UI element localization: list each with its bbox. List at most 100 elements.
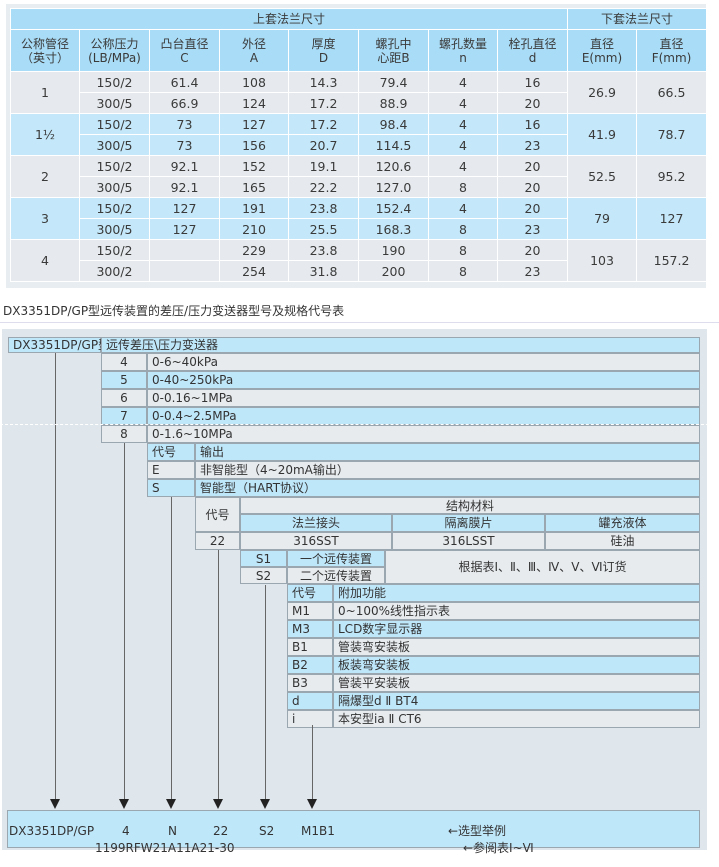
value-cell: 20: [496, 155, 569, 177]
group-header-lower: 下套法兰尺寸: [567, 8, 708, 30]
value-cell: 4: [428, 134, 498, 156]
model-name-cell: 远传差压\压力变送器: [101, 337, 700, 353]
example-code-part: N: [168, 824, 177, 838]
options-code-header: 代号: [287, 584, 333, 602]
value-cell: 152: [219, 155, 289, 177]
value-cell: 98.4: [358, 113, 429, 135]
arrow-down-icon: [119, 799, 129, 809]
diameter-f-cell: 127: [636, 197, 708, 240]
example-code-part: 22: [213, 824, 229, 838]
value-cell: 300/5: [79, 134, 150, 156]
diameter-f-cell: 95.2: [636, 155, 708, 198]
material-value-cell: 硅油: [545, 532, 700, 550]
value-cell: 17.2: [288, 113, 359, 135]
value-cell: 200: [358, 260, 429, 282]
table-row: 4 150/2 229 23.8 190 8 20 103 157.2: [10, 239, 708, 282]
value-cell: 88.9: [358, 92, 429, 114]
option-code-cell: B1: [287, 638, 333, 656]
example-label: ←选型举例: [448, 824, 507, 838]
column-header: 公称压力 (LB/MPa): [79, 29, 150, 72]
value-cell: 20: [496, 197, 569, 219]
options-header: 附加功能: [333, 584, 700, 602]
range-code-cell: 6: [101, 389, 147, 407]
diameter-e-cell: 79: [567, 197, 638, 240]
material-header: 结构材料: [240, 497, 700, 514]
output-code-cell: E: [147, 461, 195, 479]
nominal-size-cell: 3: [10, 197, 80, 240]
option-code-cell: d: [287, 692, 333, 710]
spec-table-title: DX3351DP/GP型远传装置的差压/压力变送器型号及规格代号表: [3, 304, 345, 318]
value-cell: [149, 239, 220, 261]
output-value-cell: 非智能型（4~20mA输出）: [195, 461, 700, 479]
value-cell: 73: [149, 134, 220, 156]
value-cell: 17.2: [288, 92, 359, 114]
option-code-cell: M1: [287, 602, 333, 620]
value-cell: 300/5: [79, 218, 150, 240]
diameter-f-cell: 66.5: [636, 71, 708, 114]
range-value-cell: 0-1.6~10MPa: [147, 425, 700, 443]
option-value-cell: 板装弯安装板: [333, 656, 700, 674]
range-code-cell: 7: [101, 407, 147, 425]
column-header: 厚度 D: [288, 29, 359, 72]
option-code-cell: i: [287, 710, 333, 728]
flange-dimension-table: 上套法兰尺寸 下套法兰尺寸 公称管径 （英寸） 公称压力 (LB/MPa) 凸台直径 C…: [9, 8, 708, 282]
value-cell: 124: [219, 92, 289, 114]
diameter-e-cell: 41.9: [567, 113, 638, 156]
nominal-size-cell: 2: [10, 155, 80, 198]
option-value-cell: LCD数字显示器: [333, 620, 700, 638]
value-cell: 127.0: [358, 176, 429, 198]
output-code-header: 代号: [147, 443, 195, 461]
column-header: 直径 E(mm): [567, 29, 638, 72]
option-value-cell: 本安型ia Ⅱ CT6: [333, 710, 700, 728]
value-cell: 190: [358, 239, 429, 261]
table-row: 2 150/2 92.1 152 19.1 120.6 4 20 52.5 95.2: [10, 155, 708, 198]
column-header: 直径 F(mm): [636, 29, 708, 72]
material-column-header: 法兰接头: [240, 514, 392, 532]
value-cell: 300/5: [79, 92, 150, 114]
leader-line: [312, 725, 313, 800]
column-header: 螺孔中 心距B: [358, 29, 429, 72]
range-value-cell: 0-0.16~1MPa: [147, 389, 700, 407]
arrow-down-icon: [50, 799, 60, 809]
table-row: 1½ 150/2 73 127 17.2 98.4 4 16 41.9 78.7: [10, 113, 708, 156]
value-cell: 20: [496, 239, 569, 261]
table-row: 3 150/2 127 191 23.8 152.4 4 20 79 127: [10, 197, 708, 240]
value-cell: 108: [219, 71, 289, 93]
material-value-cell: 316SST: [240, 532, 392, 550]
column-header: 外径 A: [219, 29, 289, 72]
value-cell: 127: [149, 218, 220, 240]
material-code-header: 代号: [195, 497, 240, 532]
output-value-cell: 智能型（HART协议）: [195, 479, 700, 497]
column-header: 螺孔数量 n: [428, 29, 498, 72]
value-cell: 300/5: [79, 176, 150, 198]
remote-code-cell: S1: [240, 550, 287, 567]
output-header: 输出: [195, 443, 700, 461]
nominal-size-cell: 4: [10, 239, 80, 282]
option-code-cell: B3: [287, 674, 333, 692]
value-cell: 23: [496, 134, 569, 156]
material-column-header: 隔离膜片: [392, 514, 545, 532]
table-row: 1 150/2 61.4 108 14.3 79.4 4 16 26.9 66.5: [10, 71, 708, 114]
diameter-e-cell: 52.5: [567, 155, 638, 198]
value-cell: 20: [496, 92, 569, 114]
value-cell: 8: [428, 176, 498, 198]
table-row: 300/5 66.9 124 17.2 88.9 4 20: [11, 92, 707, 114]
option-value-cell: 管装弯安装板: [333, 638, 700, 656]
arrow-down-icon: [213, 799, 223, 809]
value-cell: 165: [219, 176, 289, 198]
value-cell: 120.6: [358, 155, 429, 177]
value-cell: 168.3: [358, 218, 429, 240]
leader-line: [171, 497, 172, 800]
remote-note-cell: 根据表Ⅰ、Ⅱ、Ⅲ、Ⅳ、Ⅴ、Ⅵ订货: [385, 550, 700, 584]
leader-line: [218, 550, 219, 800]
value-cell: 8: [428, 218, 498, 240]
table-row: 300/5 73 156 20.7 114.5 4 23: [11, 134, 707, 156]
model-code-diagram: DX3351DP/GP型 远传差压\压力变送器 4 0-6~40kPa 5 0-40~25…: [2, 329, 707, 855]
remote-value-cell: 一个远传装置: [287, 550, 385, 567]
material-value-cell: 316LSST: [392, 532, 545, 550]
value-cell: 156: [219, 134, 289, 156]
column-header: 栓孔直径 d: [496, 29, 569, 72]
value-cell: 22.2: [288, 176, 359, 198]
remote-value-cell: 二个远传装置: [287, 567, 385, 584]
nominal-size-cell: 1½: [10, 113, 80, 156]
